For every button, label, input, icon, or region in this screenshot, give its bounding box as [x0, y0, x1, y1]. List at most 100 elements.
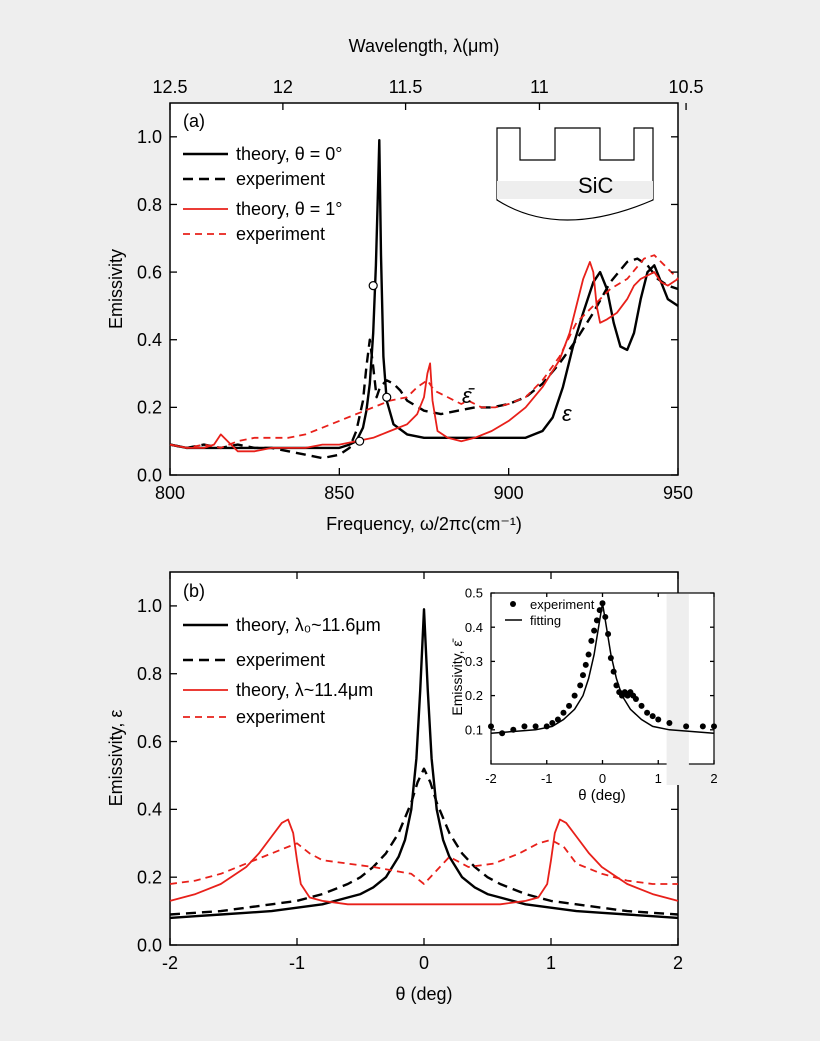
inset-y-tick-label: 0.1: [465, 722, 483, 737]
panel-b-x-tick-label: 2: [673, 953, 683, 973]
inset-experiment-point: [554, 716, 561, 723]
inset-experiment-point: [699, 723, 706, 730]
panel-b-series-3: [169, 818, 679, 906]
inset-experiment-point: [613, 682, 620, 689]
panel-a-y-tick-label: 0.2: [137, 398, 162, 418]
panel-a-marker-2: [355, 436, 365, 446]
inset-experiment-point: [632, 696, 639, 703]
panel-a-y-tick-label: 0.0: [137, 465, 162, 485]
sic-grating-sketch: SiC: [496, 127, 654, 221]
inset-experiment-point: [610, 668, 617, 675]
inset-x-tick-label: -2: [485, 771, 497, 786]
panel-b-series-group: [169, 608, 679, 920]
inset-x-tick-label: 1: [655, 771, 662, 786]
inset-experiment-point: [605, 631, 612, 638]
inset-experiment-point: [711, 723, 717, 730]
inset-experiment-point: [585, 651, 592, 658]
inset-experiment-point: [602, 613, 609, 620]
inset-shaded-band: [666, 594, 689, 785]
inset-experiment-point: [591, 627, 598, 634]
legend-a-item-2: experiment: [236, 169, 325, 189]
panel-a-ticks: 800 850 900 950 0.0 0.2 0.4 0.6 0.8 1.0 12.5 12 11.5…: [137, 77, 704, 503]
panel-b-x-tick-label: -2: [162, 953, 178, 973]
panel-a-y-axis-label: Emissivity: [106, 249, 126, 329]
panel-b-series-4: [169, 839, 678, 885]
inset-y-axis-label: Emissivity, ε̄: [449, 638, 465, 715]
inset-experiment-point: [579, 672, 586, 679]
panel-a-y-tick-label: 1.0: [137, 127, 162, 147]
panel-a-series-group: [169, 138, 679, 460]
inset-plot-group: [488, 594, 717, 785]
inset-experiment-point: [588, 637, 595, 644]
inset-experiment-point: [571, 692, 578, 699]
inset-experiment-point: [499, 730, 506, 737]
inset-experiment-point: [655, 716, 662, 723]
panel-b-x-axis-label: θ (deg): [395, 984, 452, 1004]
inset-experiment-point: [666, 719, 673, 726]
panel-b-series-1: [169, 608, 679, 920]
inset-experiment-point: [549, 719, 556, 726]
inset-experiment-point: [599, 600, 606, 607]
panel-a-top-tick-label: 12.5: [152, 77, 187, 97]
inset-experiment-point: [510, 726, 517, 733]
legend-b-item-2: experiment: [236, 650, 325, 670]
sic-label: SiC: [578, 173, 614, 198]
panel-b-y-axis-label: Emissivity, ε: [106, 710, 126, 807]
panel-b-inset: -2 -1 0 1 2 0.1 0.2 0.3 0.4 0.5 experiment fittin…: [449, 586, 718, 804]
panel-a-markers: [355, 281, 392, 446]
inset-experiment-point: [683, 723, 690, 730]
panel-b-y-tick-label: 1.0: [137, 596, 162, 616]
panel-a-y-tick-label: 0.8: [137, 195, 162, 215]
inset-x-tick-label: 0: [599, 771, 606, 786]
panel-b-x-tick-label: 0: [419, 953, 429, 973]
inset-ticks: -2 -1 0 1 2 0.1 0.2 0.3 0.4 0.5: [465, 586, 718, 786]
inset-y-tick-label: 0.5: [465, 586, 483, 601]
legend-b-item-4: experiment: [236, 707, 325, 727]
panel-a-x-tick-label: 950: [663, 483, 693, 503]
legend-a-item-3: theory, θ = 1°: [236, 199, 342, 219]
inset-experiment-point: [593, 617, 600, 624]
panel-b: -2 -1 0 1 2 0.0 0.2 0.4 0.6 0.8 1.0 θ (deg) Emissi…: [106, 571, 718, 1004]
legend-b-item-1: theory, λ₀~11.6μm: [236, 615, 381, 635]
panel-b-y-tick-label: 0.6: [137, 732, 162, 752]
panel-a-top-tick-label: 11.5: [389, 77, 423, 97]
panel-a-series-4: [169, 254, 679, 449]
panel-b-y-tick-label: 0.0: [137, 935, 162, 955]
panel-a-top-tick-label: 12: [273, 77, 293, 97]
panel-a-marker-1: [368, 281, 378, 291]
inset-experiment-point: [582, 661, 589, 668]
inset-experiment-point: [577, 682, 584, 689]
panel-a-y-tick-label: 0.6: [137, 262, 162, 282]
eps-annotation: ε: [562, 401, 572, 426]
inset-experiment-point: [644, 709, 651, 716]
inset-experiment-point: [543, 723, 550, 730]
inset-y-tick-label: 0.3: [465, 654, 483, 669]
panel-a-y-tick-label: 0.4: [137, 330, 162, 350]
panel-a-series-2: [169, 257, 679, 460]
inset-y-tick-label: 0.2: [465, 688, 483, 703]
panel-a-top-tick-label: 10.5: [669, 77, 704, 97]
inset-experiment-point: [638, 702, 645, 709]
panel-a-top-tick-label: 11: [530, 77, 549, 97]
panel-a-x-axis-label: Frequency, ω/2πc(cm⁻¹): [326, 514, 522, 534]
panel-b-legend: theory, λ₀~11.6μm experiment theory, λ~1…: [183, 615, 381, 727]
panel-b-y-tick-label: 0.2: [137, 867, 162, 887]
panel-b-label: (b): [183, 581, 205, 601]
panel-a-x-tick-label: 850: [324, 483, 354, 503]
inset-x-axis-label: θ (deg): [578, 787, 626, 804]
panel-a-top-axis-label: Wavelength, λ(μm): [349, 36, 500, 56]
inset-y-tick-label: 0.4: [465, 620, 483, 635]
panel-a-label: (a): [183, 111, 205, 131]
panel-a-x-tick-label: 900: [494, 483, 524, 503]
legend-a-item-4: experiment: [236, 224, 325, 244]
inset-experiment-point: [521, 723, 528, 730]
inset-experiment-point: [488, 723, 494, 730]
inset-legend-fitting: fitting: [530, 613, 561, 628]
panel-b-x-tick-label: 1: [546, 953, 556, 973]
inset-experiment-point: [607, 654, 614, 661]
inset-x-tick-label: 2: [710, 771, 717, 786]
inset-x-tick-label: -1: [541, 771, 553, 786]
inset-experiment-point: [532, 723, 539, 730]
panel-a-x-tick-label: 800: [155, 483, 185, 503]
